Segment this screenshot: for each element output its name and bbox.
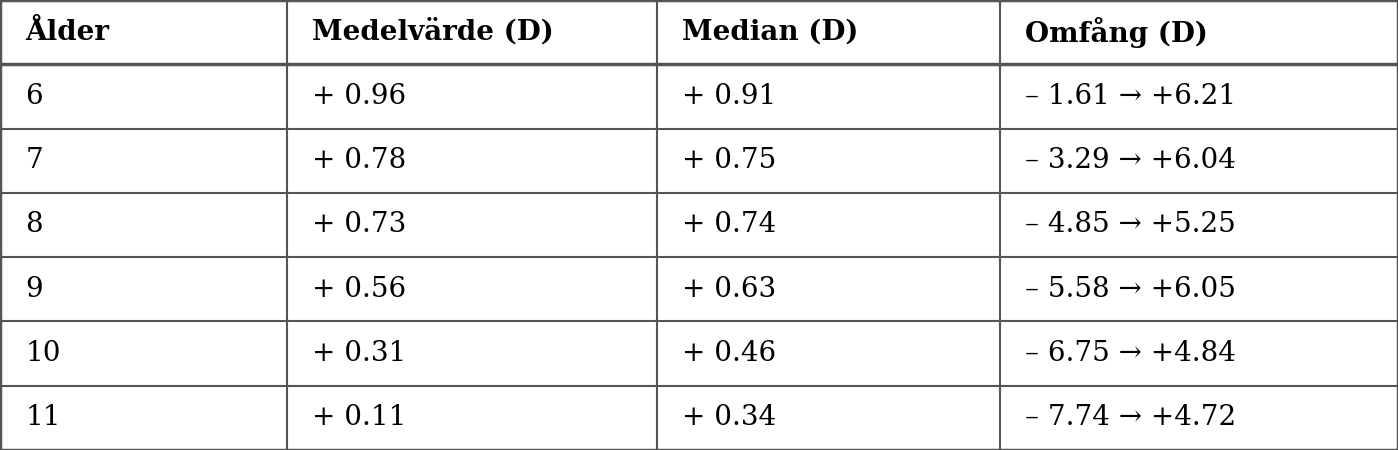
Text: Median (D): Median (D) (682, 18, 858, 45)
Text: Ålder: Ålder (25, 18, 109, 45)
Text: – 4.85 → +5.25: – 4.85 → +5.25 (1025, 212, 1236, 239)
Text: 9: 9 (25, 276, 43, 303)
Text: + 0.78: + 0.78 (312, 147, 405, 174)
Text: – 7.74 → +4.72: – 7.74 → +4.72 (1025, 405, 1236, 432)
Text: – 3.29 → +6.04: – 3.29 → +6.04 (1025, 147, 1236, 174)
Text: 10: 10 (25, 340, 60, 367)
Text: + 0.74: + 0.74 (682, 212, 776, 239)
Text: + 0.46: + 0.46 (682, 340, 776, 367)
Text: + 0.63: + 0.63 (682, 276, 776, 303)
Text: – 5.58 → +6.05: – 5.58 → +6.05 (1025, 276, 1236, 303)
Text: Medelvärde (D): Medelvärde (D) (312, 18, 554, 46)
Text: + 0.75: + 0.75 (682, 147, 776, 174)
Text: + 0.34: + 0.34 (682, 405, 776, 432)
Text: 11: 11 (25, 405, 60, 432)
Text: 8: 8 (25, 212, 43, 239)
Text: – 1.61 → +6.21: – 1.61 → +6.21 (1025, 83, 1236, 110)
Text: 6: 6 (25, 83, 43, 110)
Text: + 0.96: + 0.96 (312, 83, 405, 110)
Text: + 0.11: + 0.11 (312, 405, 407, 432)
Text: Omfång (D): Omfång (D) (1025, 17, 1208, 48)
Text: 7: 7 (25, 147, 43, 174)
Text: + 0.73: + 0.73 (312, 212, 405, 239)
Text: + 0.31: + 0.31 (312, 340, 405, 367)
Text: – 6.75 → +4.84: – 6.75 → +4.84 (1025, 340, 1236, 367)
Text: + 0.91: + 0.91 (682, 83, 776, 110)
Text: + 0.56: + 0.56 (312, 276, 405, 303)
